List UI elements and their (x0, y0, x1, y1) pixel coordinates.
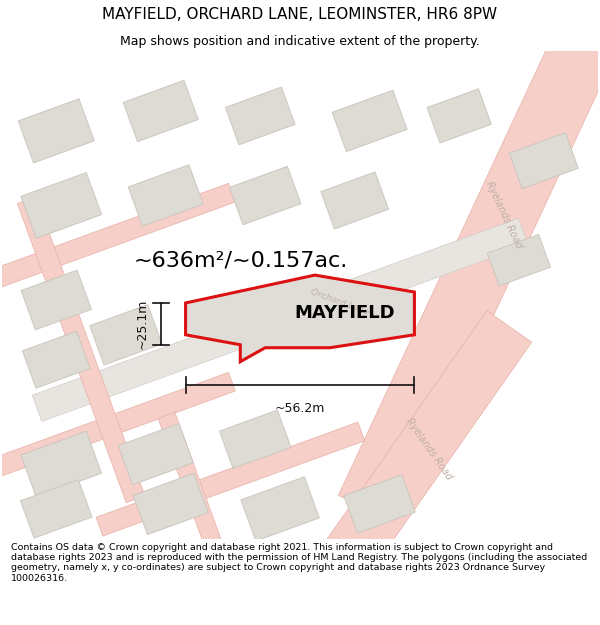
Polygon shape (226, 87, 295, 145)
Polygon shape (133, 473, 208, 534)
Text: MAYFIELD: MAYFIELD (295, 304, 395, 322)
Text: ~636m²/~0.157ac.: ~636m²/~0.157ac. (133, 250, 347, 270)
Polygon shape (338, 18, 600, 522)
Text: Contains OS data © Crown copyright and database right 2021. This information is : Contains OS data © Crown copyright and d… (11, 542, 587, 582)
Polygon shape (90, 304, 162, 365)
Polygon shape (17, 197, 145, 503)
Polygon shape (21, 431, 101, 497)
Text: Ryelands Road: Ryelands Road (484, 180, 524, 251)
Polygon shape (123, 80, 198, 142)
Text: Map shows position and indicative extent of the property.: Map shows position and indicative extent… (120, 34, 480, 48)
Text: Orchard Lane: Orchard Lane (310, 288, 370, 317)
Polygon shape (287, 311, 532, 625)
Polygon shape (229, 166, 301, 225)
Polygon shape (32, 218, 528, 421)
Polygon shape (487, 234, 551, 286)
Polygon shape (185, 275, 415, 362)
Polygon shape (344, 474, 415, 533)
Polygon shape (427, 89, 491, 143)
Polygon shape (21, 270, 91, 330)
Polygon shape (0, 183, 235, 298)
Polygon shape (22, 331, 90, 388)
Text: ~25.1m: ~25.1m (136, 299, 149, 349)
Text: MAYFIELD, ORCHARD LANE, LEOMINSTER, HR6 8PW: MAYFIELD, ORCHARD LANE, LEOMINSTER, HR6 … (103, 7, 497, 22)
Polygon shape (241, 477, 319, 541)
Polygon shape (158, 412, 243, 606)
Polygon shape (321, 172, 389, 229)
Polygon shape (96, 422, 365, 536)
Polygon shape (332, 90, 407, 152)
Polygon shape (128, 165, 203, 226)
Polygon shape (18, 99, 94, 163)
Polygon shape (21, 173, 101, 238)
Polygon shape (118, 424, 193, 485)
Polygon shape (509, 132, 578, 189)
Polygon shape (20, 479, 92, 538)
Text: Ryelands Road: Ryelands Road (404, 416, 454, 482)
Polygon shape (0, 372, 235, 486)
Text: ~56.2m: ~56.2m (275, 402, 325, 416)
Polygon shape (220, 410, 291, 469)
